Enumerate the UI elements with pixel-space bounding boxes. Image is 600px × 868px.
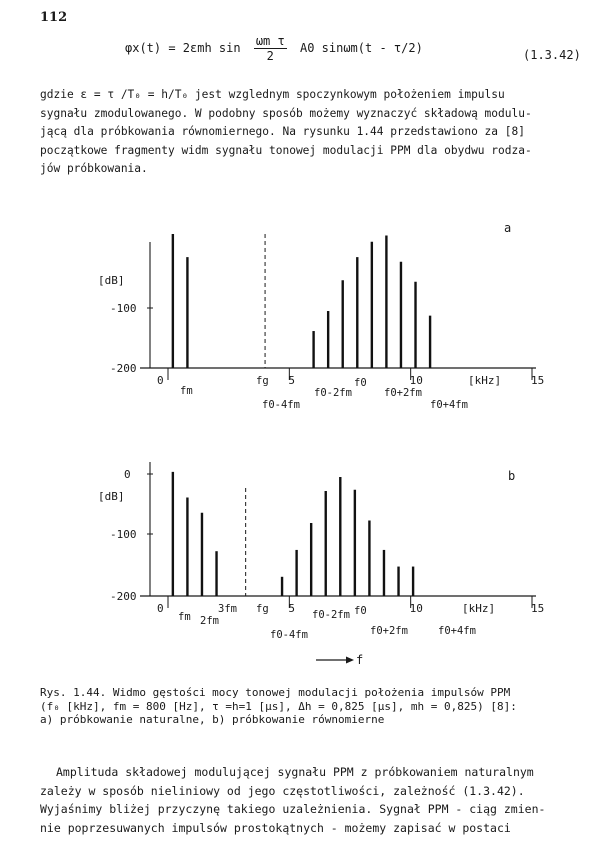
frequency-annotation: f0-4fm: [262, 399, 300, 411]
paragraph-line: sygnału zmodulowanego. W podobny sposób …: [40, 106, 532, 120]
frequency-annotation: f0: [354, 605, 367, 617]
equation-fraction: ωm τ 2: [253, 34, 287, 63]
equation-frac-num: ωm τ: [253, 34, 287, 49]
x-tick-label: 10: [410, 602, 423, 615]
frequency-annotation: f0+4fm: [430, 399, 468, 411]
body-line: nie poprzesuwanych impulsów prostokątnyc…: [40, 820, 511, 835]
frequency-annotation: 2fm: [200, 615, 219, 627]
x-tick-label: 15: [531, 602, 544, 615]
frequency-annotation: fg: [256, 375, 269, 387]
y-tick-label: -100: [110, 302, 137, 315]
y-axis-label: [dB]: [98, 490, 125, 503]
frequency-annotation: fg: [256, 603, 269, 615]
page-number: 112: [40, 10, 68, 25]
paragraph-line: początkowe fragmenty widm sygnału tonowe…: [40, 143, 532, 157]
x-tick-label: 0: [157, 374, 164, 387]
x-tick-label: 0: [157, 602, 164, 615]
frequency-annotation: 3fm: [218, 603, 237, 615]
paragraph-line: gdzie ε = τ /T₀ = h/T₀ jest wzglednym sp…: [40, 88, 505, 101]
equation-lhs: φx(t) = 2εmh sin: [125, 41, 241, 55]
frequency-annotation: f0+2fm: [384, 387, 422, 399]
body-text: Amplituda składowej modulującej sygnału …: [40, 763, 585, 837]
frequency-annotation: fm: [178, 611, 191, 623]
body-line: Wyjaśnimy bliżej przyczynę takiego uzale…: [40, 802, 546, 816]
y-tick-label: -200: [110, 362, 137, 375]
equation-rhs: A0 sinωm(t - τ/2): [299, 41, 423, 55]
paragraph-line: jów próbkowania.: [40, 162, 148, 175]
y-axis-label: [dB]: [98, 274, 125, 287]
frequency-annotation: f0-2fm: [312, 609, 350, 621]
panel-label: b: [508, 469, 515, 483]
f-arrow-label: f: [356, 653, 363, 667]
x-tick-label: 15: [531, 374, 544, 387]
frequency-annotation: f0-2fm: [314, 387, 352, 399]
frequency-annotation: f0: [354, 377, 367, 389]
body-line: Amplituda składowej modulującej sygnału …: [56, 765, 534, 779]
x-tick-label: 10: [410, 374, 423, 387]
panel-label: a: [504, 221, 511, 235]
paragraph: gdzie ε = τ /T₀ = h/T₀ jest wzglednym sp…: [40, 86, 580, 179]
frequency-annotation: fm: [180, 385, 193, 397]
x-tick-label: 5: [288, 602, 295, 615]
y-tick-label: -100: [110, 528, 137, 541]
f-arrow: f: [316, 653, 363, 667]
x-tick-label: 5: [288, 374, 295, 387]
x-axis-label: [kHz]: [468, 374, 501, 387]
caption-line: (f₀ [kHz], fm = 800 [Hz], τ =h=1 [µs], Δ…: [40, 699, 517, 713]
paragraph-line: jącą dla próbkowania równomiernego. Na r…: [40, 125, 525, 138]
caption-line: a) próbkowanie naturalne, b) próbkowanie…: [40, 713, 385, 726]
x-axis-label: [kHz]: [462, 602, 495, 615]
equation-number: (1.3.42): [523, 48, 581, 62]
y-tick-label: -200: [110, 590, 137, 603]
y-tick-label: 0: [124, 468, 131, 481]
frequency-annotation: f0+2fm: [370, 625, 408, 637]
frequency-annotation: f0-4fm: [270, 629, 308, 641]
body-line: zależy w sposób nieliniowy od jego częst…: [40, 783, 525, 798]
caption-line: Rys. 1.44. Widmo gęstości mocy tonowej m…: [40, 686, 511, 699]
figure-caption: Rys. 1.44. Widmo gęstości mocy tonowej m…: [40, 686, 580, 727]
frequency-annotation: f0+4fm: [438, 625, 476, 637]
equation: φx(t) = 2εmh sin ωm τ 2 A0 sinωm(t - τ/2…: [125, 34, 423, 63]
chart-a: -100 -200 [dB] a 0 5 10 15 [kHz] fm fg f0-4fm f0-2fm…: [98, 221, 544, 411]
equation-frac-den: 2: [266, 49, 274, 63]
